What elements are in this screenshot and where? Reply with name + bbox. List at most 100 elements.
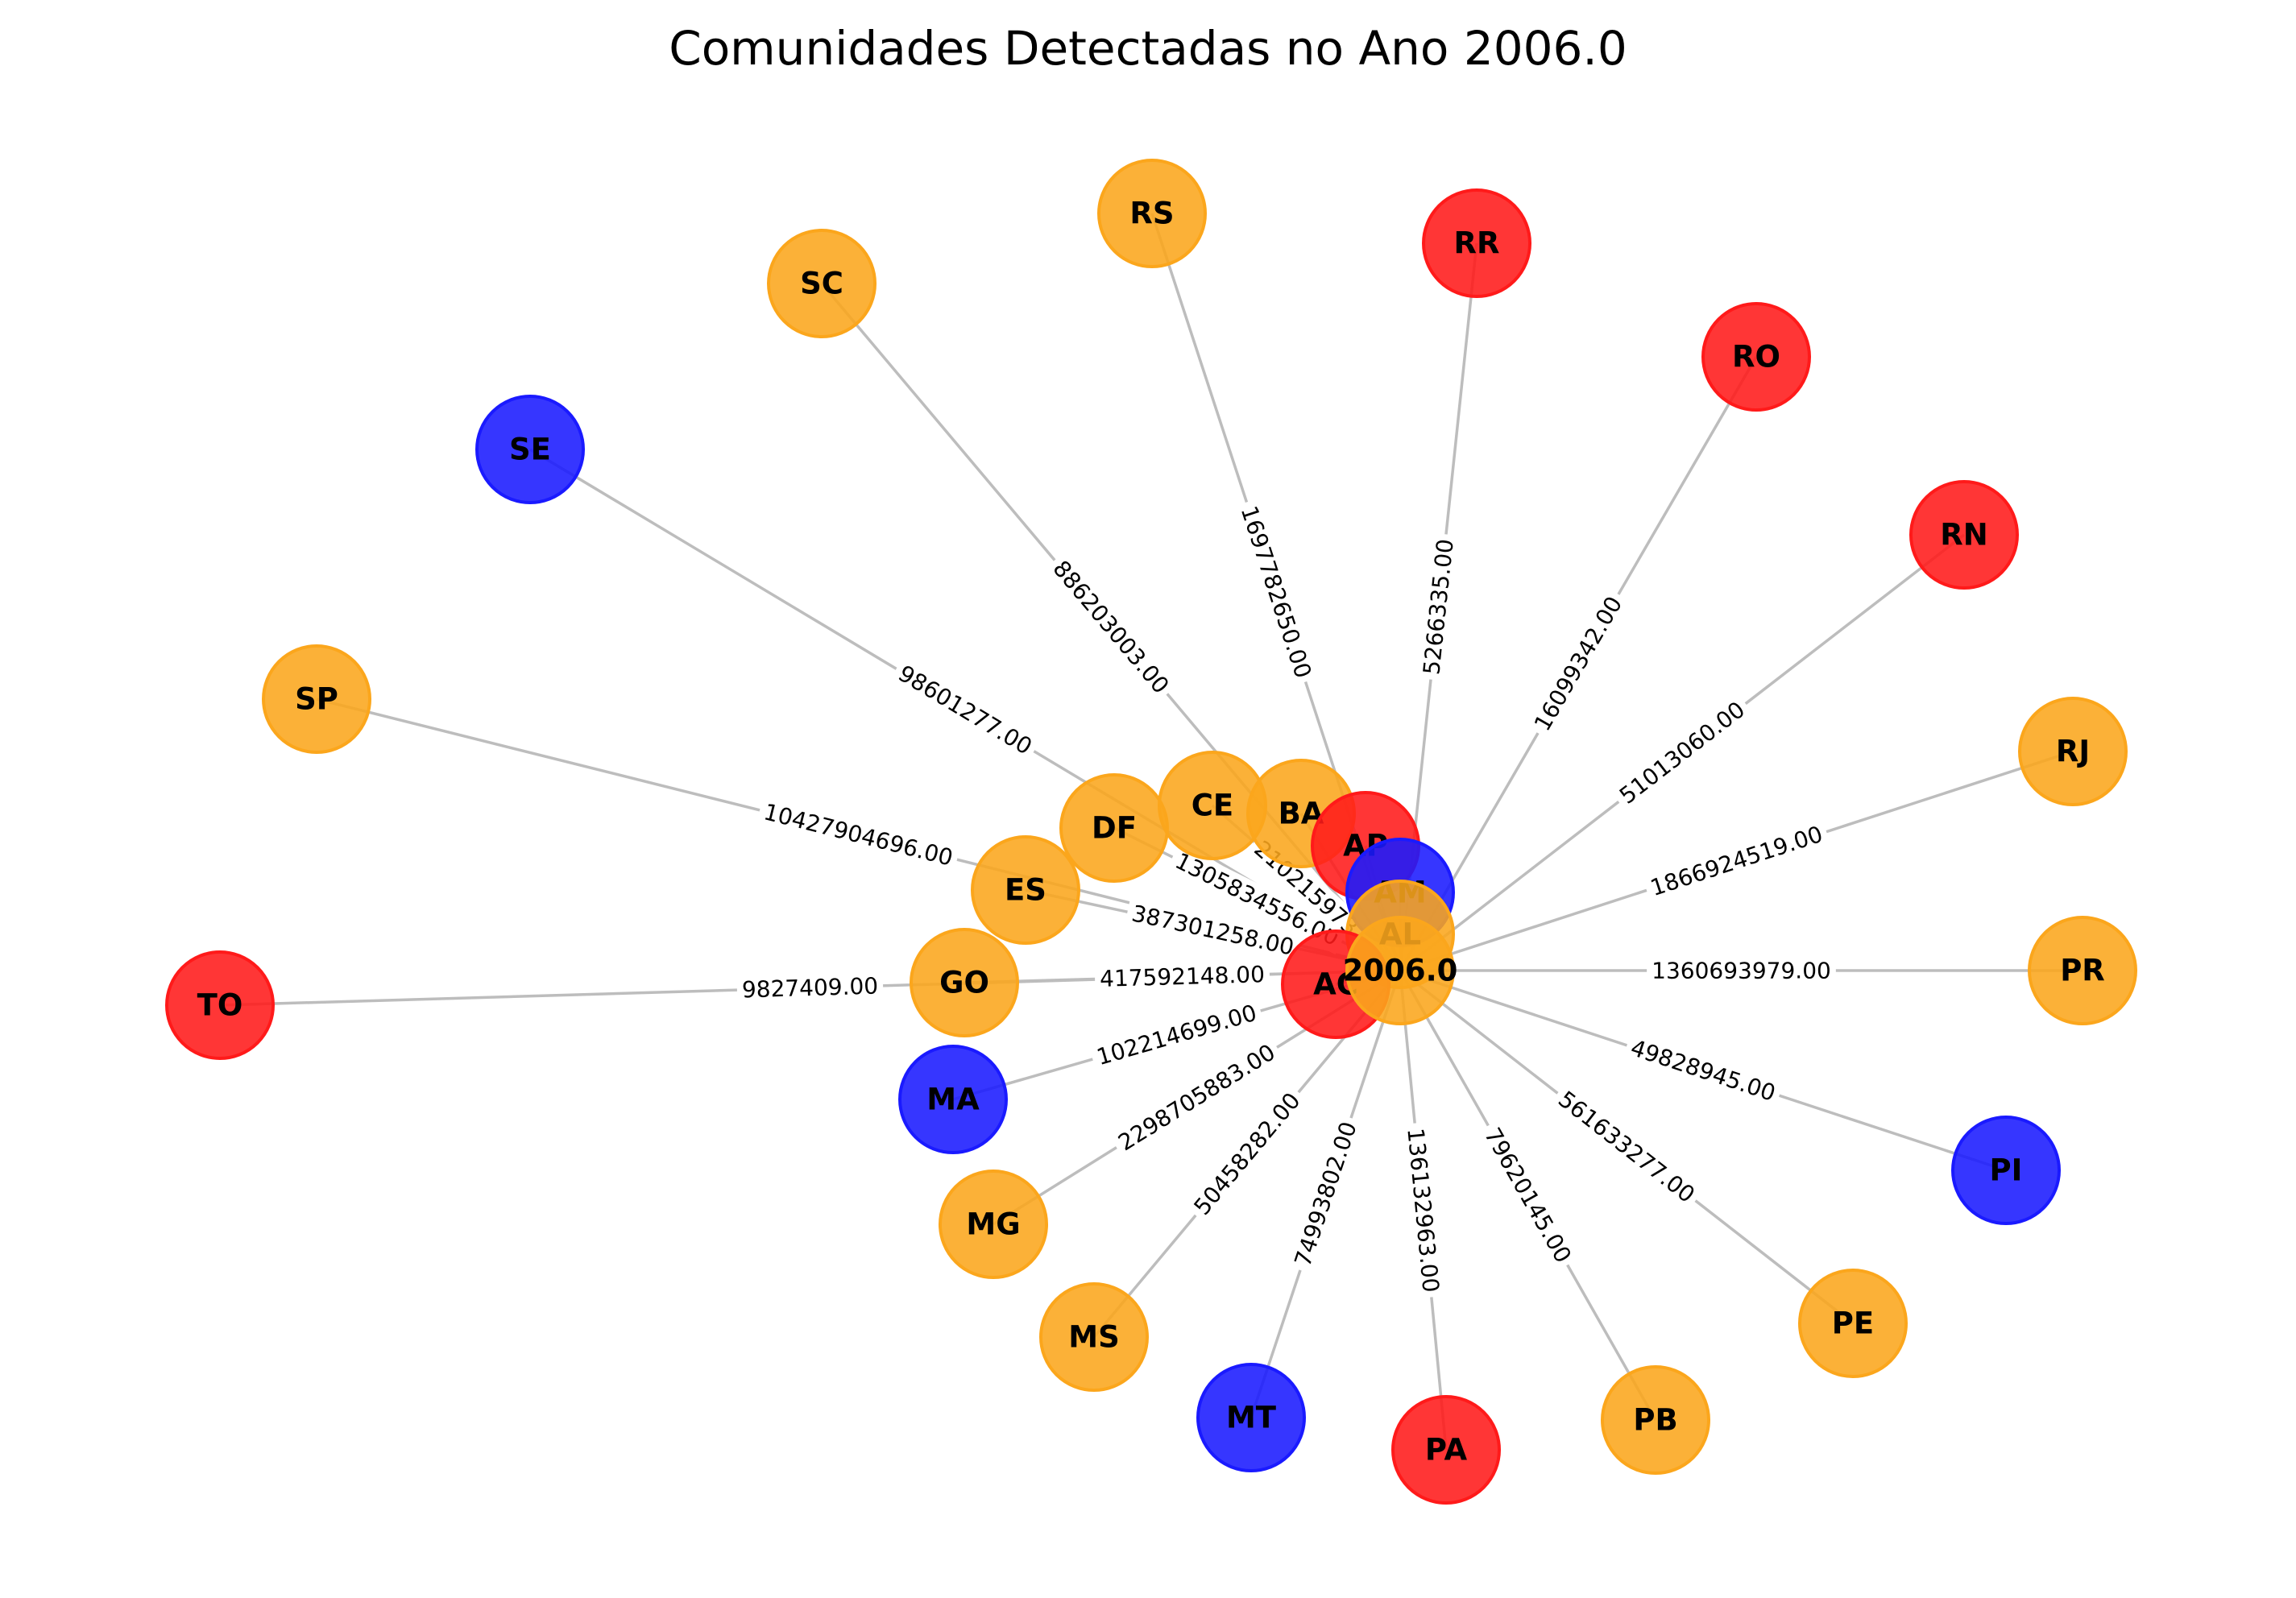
node-circle (971, 835, 1080, 945)
edge-label-go: 417592148.00 (1100, 961, 1266, 992)
edge-label-group-rs: 1697782650.00 (1233, 497, 1320, 687)
node-pi[interactable]: PI (1951, 1116, 2061, 1225)
node-label: SP (295, 682, 338, 717)
edge-label-bg-rn (1610, 692, 1755, 813)
edge-label-group-rr: 5266335.00 (1416, 532, 1461, 681)
node-rr[interactable]: RR (1422, 188, 1531, 298)
node-label: MA (926, 1083, 980, 1117)
node-pe[interactable]: PE (1798, 1269, 1908, 1378)
edge-label-to: 9827409.00 (741, 973, 878, 1004)
node-pb[interactable]: PB (1601, 1365, 1710, 1475)
edge-label-bg-sc (1043, 550, 1179, 704)
edge-label-bg-ma (1088, 996, 1265, 1074)
node-pr[interactable]: PR (2028, 916, 2137, 1025)
node-circle (767, 229, 877, 338)
node-mg[interactable]: MG (939, 1170, 1048, 1279)
edge-label-rj: 1866924519.00 (1647, 821, 1826, 901)
edge-label-group-sp: 10427904696.00 (756, 796, 961, 874)
node-circle (898, 1045, 1008, 1154)
node-circle (1422, 188, 1531, 298)
edge-label-bg-pe (1548, 1082, 1705, 1212)
edge-label-bg-go (1094, 959, 1270, 994)
node-circle (1951, 1116, 2061, 1225)
node-rj[interactable]: RJ (2018, 697, 2128, 806)
node-go[interactable]: GO (910, 928, 1019, 1037)
edge-label-bg-pr (1647, 956, 1836, 985)
node-circle (1196, 1363, 1306, 1472)
edge-label-bg-se (889, 656, 1042, 764)
node-circle (939, 1170, 1048, 1279)
edge-label-rs: 1697782650.00 (1236, 503, 1317, 681)
node-label: MS (1068, 1320, 1119, 1355)
node-circle (1345, 916, 1455, 1025)
node-rn[interactable]: RN (1909, 480, 2019, 590)
edge-label-bg-pi (1622, 1031, 1784, 1110)
node-label: DF (1092, 811, 1137, 846)
edge-label-bg-df (1166, 844, 1349, 954)
node-circle (1601, 1365, 1710, 1475)
node-circle (2028, 916, 2137, 1025)
node-ro[interactable]: RO (1701, 302, 1811, 412)
node-2006-0[interactable]: 2006.0 (1343, 916, 1458, 1025)
node-ce[interactable]: CE (1158, 751, 1267, 860)
edge-label-bg-ms (1184, 1083, 1310, 1225)
node-pa[interactable]: PA (1391, 1395, 1501, 1505)
node-sp[interactable]: SP (262, 644, 371, 754)
node-df[interactable]: DF (1059, 773, 1169, 883)
node-label: RJ (2056, 735, 2090, 769)
node-circle (1701, 302, 1811, 412)
edge-label-bg-to (736, 971, 884, 1005)
node-label: RR (1454, 226, 1500, 261)
edge-label-sp: 10427904696.00 (761, 798, 955, 871)
node-circle (1798, 1269, 1908, 1378)
node-circle (1039, 1282, 1149, 1392)
node-label: CE (1192, 789, 1233, 823)
edge-label-bg-ro (1525, 586, 1631, 741)
edge-label-group-sc: 886203003.00 (1043, 550, 1179, 704)
nodes-layer: RSRRSCROSERNSPRJDFCEBAAPAMESALTOGOACPRMA… (165, 159, 2137, 1505)
node-label: PB (1633, 1403, 1677, 1438)
edge-label-bg-mg (1109, 1035, 1285, 1160)
node-circle (165, 950, 275, 1060)
edge-label-bg-es (1124, 897, 1302, 963)
node-circle (1909, 480, 2019, 590)
edge-label-se: 98601277.00 (893, 660, 1036, 760)
edge-label-group-rn: 51013060.00 (1610, 692, 1755, 813)
node-label: RS (1129, 197, 1174, 231)
edge-label-ro: 16099342.00 (1529, 592, 1627, 735)
node-mt[interactable]: MT (1196, 1363, 1306, 1472)
node-label: ES (1005, 873, 1046, 908)
node-label: SE (509, 433, 551, 467)
edge-label-group-rj: 1866924519.00 (1642, 818, 1831, 905)
node-label: PA (1425, 1433, 1468, 1468)
edge-label-group-mt: 74993802.00 (1286, 1113, 1366, 1275)
edge-label-group-to: 9827409.00 (736, 971, 884, 1005)
edge-label-bg-pa (1400, 1121, 1446, 1299)
edge-label-bg-mt (1286, 1113, 1366, 1275)
node-label: TO (197, 988, 243, 1023)
node-circle (1097, 159, 1207, 268)
node-label: MG (966, 1207, 1020, 1242)
edge-label-mt: 74993802.00 (1289, 1119, 1361, 1270)
edge-label-bg-sp (756, 796, 961, 874)
node-rs[interactable]: RS (1097, 159, 1207, 268)
node-ms[interactable]: MS (1039, 1282, 1149, 1392)
node-se[interactable]: SE (475, 395, 585, 504)
edge-label-sc: 886203003.00 (1047, 556, 1174, 699)
edge-labels-layer: 1697782650.00 5266335.00 886203003.00 16099… (736, 497, 1836, 1299)
node-label: RO (1732, 340, 1780, 375)
node-sc[interactable]: SC (767, 229, 877, 338)
node-ma[interactable]: MA (898, 1045, 1008, 1154)
edge-label-group-se: 98601277.00 (889, 656, 1042, 764)
edge-label-group-pe: 561633277.00 (1548, 1082, 1705, 1212)
node-label: PE (1832, 1306, 1874, 1341)
node-circle (262, 644, 371, 754)
node-circle (2018, 697, 2128, 806)
edge-label-group-pb: 79620145.00 (1475, 1118, 1581, 1273)
node-es[interactable]: ES (971, 835, 1080, 945)
node-label: PR (2060, 954, 2105, 988)
node-circle (1391, 1395, 1501, 1505)
node-to[interactable]: TO (165, 950, 275, 1060)
edge-label-group-pr: 1360693979.00 (1647, 956, 1836, 985)
